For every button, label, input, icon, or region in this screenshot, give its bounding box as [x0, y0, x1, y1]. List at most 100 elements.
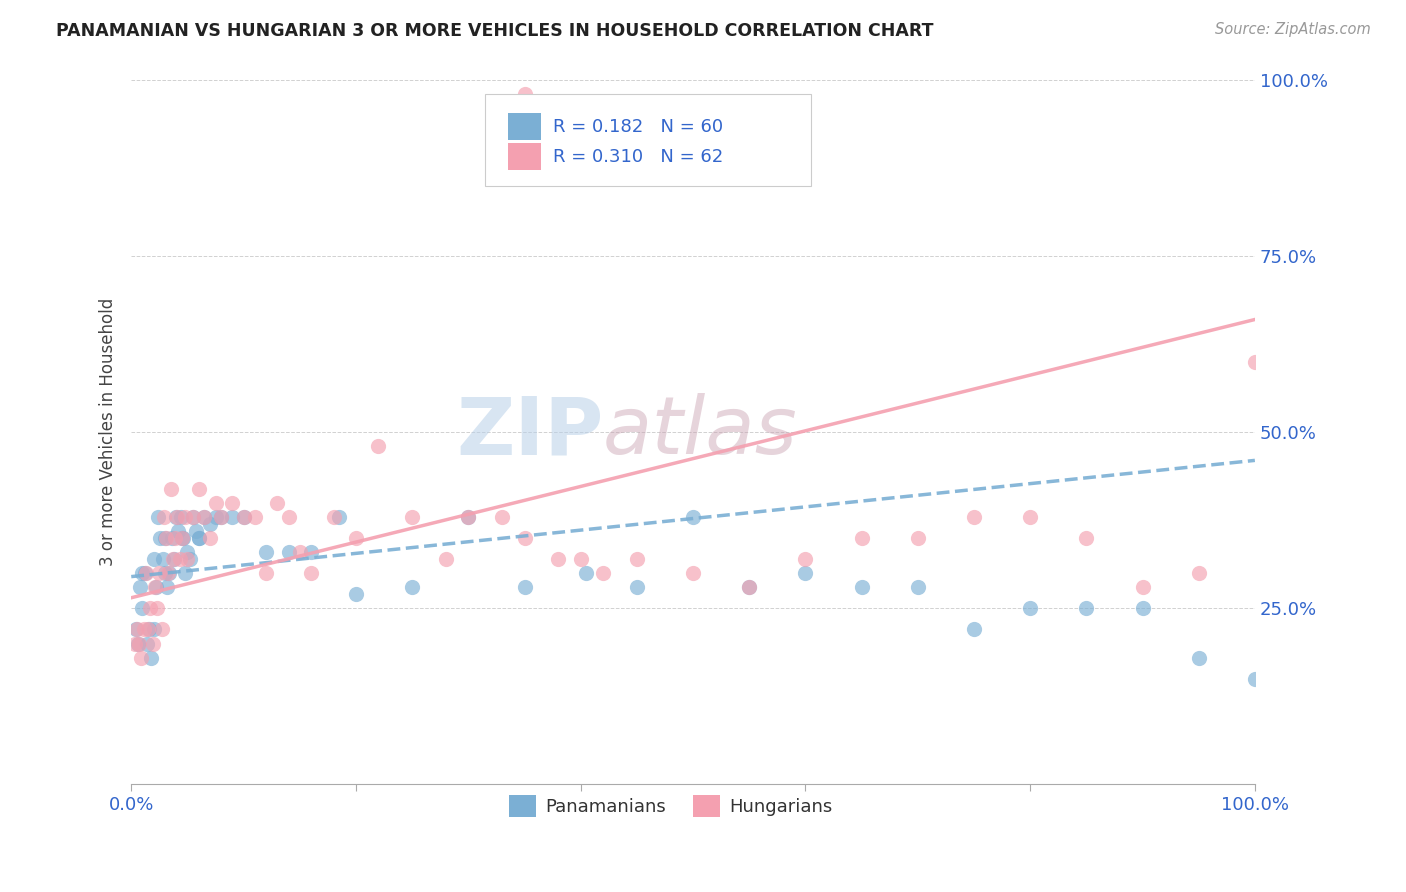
Point — [457, 509, 479, 524]
Point — [172, 531, 194, 545]
Point — [963, 509, 986, 524]
Point — [181, 509, 204, 524]
Point — [209, 509, 232, 524]
Legend: Panamanians, Hungarians: Panamanians, Hungarians — [502, 789, 839, 825]
Point — [149, 531, 172, 545]
Point — [145, 580, 167, 594]
Point — [434, 552, 457, 566]
Point — [1019, 601, 1042, 615]
Point — [221, 509, 243, 524]
Point — [186, 524, 208, 538]
Point — [170, 509, 193, 524]
Point — [221, 496, 243, 510]
Point — [344, 531, 367, 545]
Point — [160, 531, 183, 545]
Point — [128, 636, 150, 650]
Point — [592, 566, 614, 580]
Point — [513, 580, 536, 594]
Point — [167, 524, 190, 538]
Point — [907, 580, 929, 594]
Point — [569, 552, 592, 566]
Point — [131, 601, 153, 615]
Point — [232, 509, 254, 524]
Point — [547, 552, 569, 566]
Point — [169, 552, 191, 566]
Point — [209, 509, 232, 524]
Point — [626, 552, 648, 566]
Point — [401, 509, 423, 524]
Point — [1132, 601, 1154, 615]
Point — [153, 531, 176, 545]
Point — [457, 509, 479, 524]
Point — [513, 531, 536, 545]
Point — [1244, 672, 1267, 686]
Point — [181, 509, 204, 524]
Point — [142, 552, 165, 566]
Point — [491, 509, 513, 524]
Point — [134, 566, 156, 580]
Point — [163, 552, 186, 566]
Point — [682, 566, 704, 580]
Point — [513, 87, 536, 101]
Point — [176, 552, 198, 566]
Point — [176, 545, 198, 559]
Point — [129, 580, 152, 594]
Point — [165, 531, 187, 545]
Point — [159, 482, 181, 496]
Point — [738, 580, 761, 594]
Point — [170, 531, 193, 545]
Point — [157, 566, 180, 580]
Y-axis label: 3 or more Vehicles in Household: 3 or more Vehicles in Household — [100, 298, 117, 566]
Point — [1188, 566, 1211, 580]
Point — [367, 439, 389, 453]
Point — [131, 566, 153, 580]
Point — [187, 531, 209, 545]
Point — [288, 545, 311, 559]
Point — [232, 509, 254, 524]
Point — [132, 623, 155, 637]
Text: R = 0.310   N = 62: R = 0.310 N = 62 — [553, 148, 723, 167]
Point — [150, 623, 173, 637]
FancyBboxPatch shape — [508, 113, 541, 140]
Point — [166, 509, 188, 524]
Point — [266, 496, 288, 510]
Point — [193, 509, 215, 524]
Point — [127, 636, 149, 650]
Text: PANAMANIAN VS HUNGARIAN 3 OR MORE VEHICLES IN HOUSEHOLD CORRELATION CHART: PANAMANIAN VS HUNGARIAN 3 OR MORE VEHICL… — [56, 22, 934, 40]
Point — [148, 509, 170, 524]
Point — [851, 531, 873, 545]
Point — [165, 509, 187, 524]
Point — [963, 623, 986, 637]
Point — [143, 580, 166, 594]
Point — [1019, 509, 1042, 524]
Point — [198, 516, 221, 531]
Point — [125, 623, 148, 637]
Point — [328, 509, 350, 524]
Text: R = 0.182   N = 60: R = 0.182 N = 60 — [553, 118, 723, 136]
FancyBboxPatch shape — [508, 144, 541, 170]
Point — [794, 566, 817, 580]
Point — [174, 509, 197, 524]
Point — [254, 545, 277, 559]
Point — [1188, 650, 1211, 665]
Point — [187, 482, 209, 496]
Point — [738, 580, 761, 594]
Point — [277, 509, 299, 524]
Point — [125, 623, 148, 637]
Text: atlas: atlas — [603, 393, 799, 471]
Point — [204, 496, 226, 510]
Point — [299, 566, 322, 580]
Point — [170, 531, 193, 545]
Point — [198, 531, 221, 545]
Point — [851, 580, 873, 594]
Point — [907, 531, 929, 545]
Point — [138, 623, 160, 637]
Point — [153, 566, 176, 580]
Point — [135, 566, 157, 580]
FancyBboxPatch shape — [485, 94, 811, 186]
Point — [1244, 355, 1267, 369]
Point — [1076, 601, 1098, 615]
Point — [682, 509, 704, 524]
Point — [575, 566, 598, 580]
Point — [626, 580, 648, 594]
